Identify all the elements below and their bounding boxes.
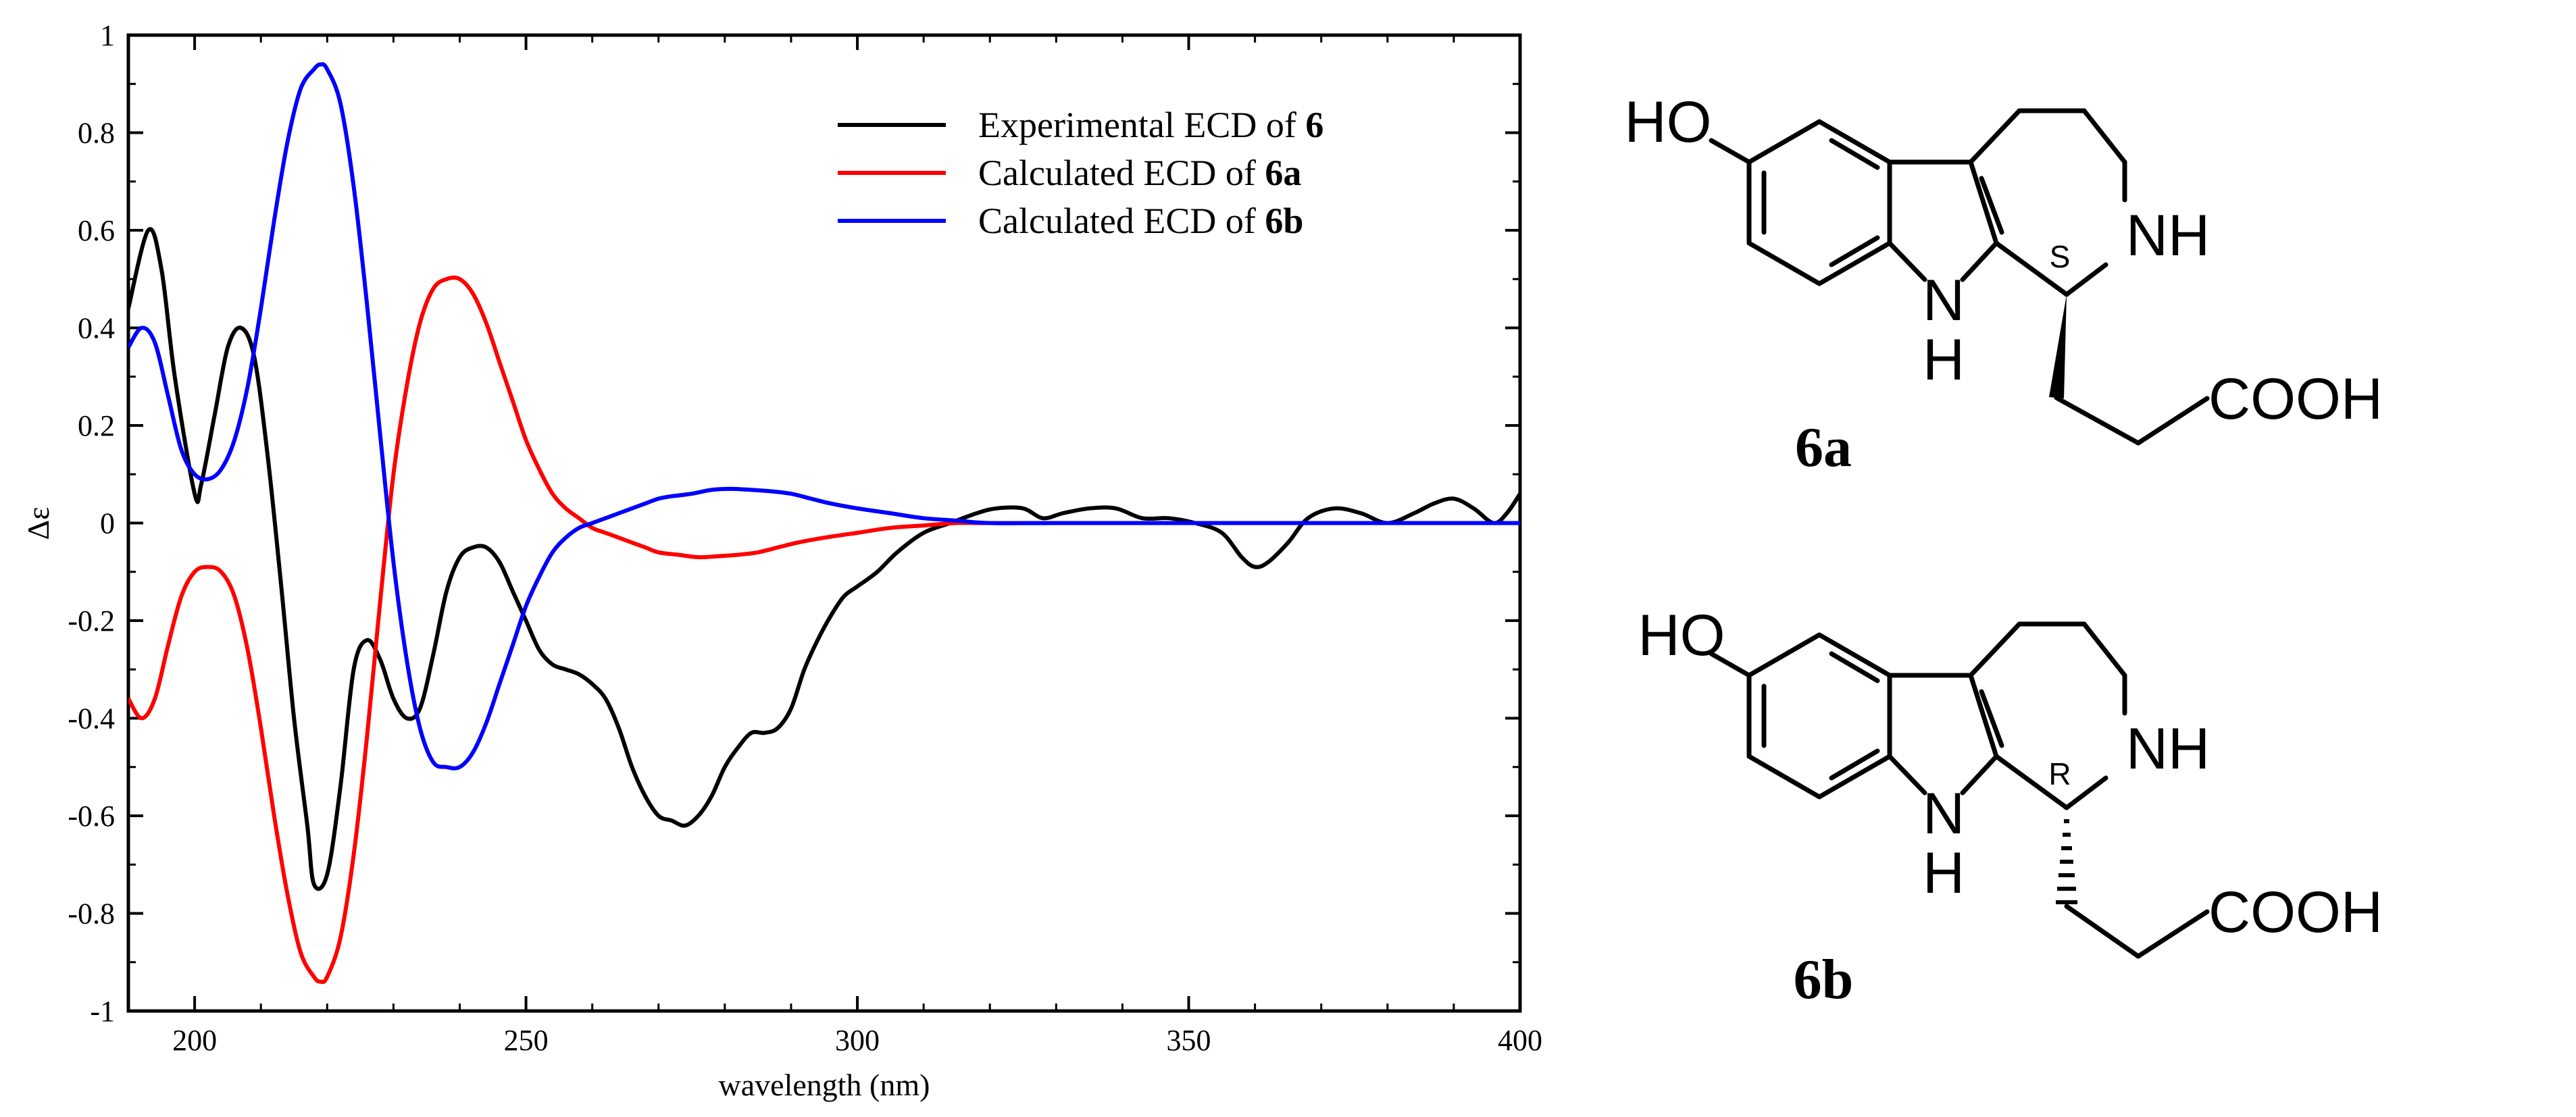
y-tick-label: -1 [90,995,115,1028]
hash-bond [2056,819,2077,904]
x-tick-label: 300 [835,1024,880,1057]
y-tick-label: 1 [100,19,115,52]
structure-6b-stereo-label: R [2048,756,2071,791]
legend-label-calculated-6b: Calculated ECD of 6b [978,201,1303,241]
series-line-calculated-6a [128,275,1520,985]
x-tick-label: 250 [504,1024,549,1057]
legend-label-experimental: Experimental ECD of 6 [978,105,1323,145]
structure-6a-stereo-label: S [2050,239,2071,274]
structure-6b-ho: HO [1638,603,1725,668]
structure-6a-bonds [1709,108,2210,446]
y-tick-label: 0.8 [78,117,115,150]
structure-6a-nh: NH [2126,203,2210,268]
x-tick-label: 200 [172,1024,217,1057]
x-tick-label: 350 [1167,1024,1211,1057]
series-layer [128,62,1520,985]
structure-6b-bonds [1709,621,2210,959]
legend-label-calculated-6a: Calculated ECD of 6a [978,153,1301,193]
y-axis-title: Δε [21,507,55,540]
structure-6b-acid: COOH [2208,880,2383,945]
y-tick-label: -0.8 [68,898,115,931]
y-tick-label: -0.6 [68,800,115,833]
structure-6b-indole-n: N [1923,781,1965,846]
structure-6a-ho: HO [1625,90,1712,155]
legend: Experimental ECD of 6 Calculated ECD of … [838,105,1323,241]
wedge-bond [2049,294,2067,398]
x-axis-title: wavelength (nm) [719,1068,930,1102]
x-tick-label: 400 [1498,1024,1542,1057]
structure-6b-indole-h: H [1923,841,1965,906]
structure-6a-indole-h: H [1923,328,1965,392]
structure-6b-label: 6b [1794,948,1854,1011]
structure-6b-nh: NH [2126,717,2210,781]
tick-labels-layer: 200 250 300 350 400 1 0.8 0.6 0.4 0.2 0 -0.2 -0.4 -0.… [68,19,1542,1057]
structure-6a-indole-n: N [1923,268,1965,333]
series-line-experimental [128,227,1520,891]
structure-6a: HO NH N H S COOH 6a [1625,90,2383,479]
series-line-calculated-6b [128,62,1520,771]
y-tick-label: -0.4 [68,702,115,735]
structure-6a-label: 6a [1795,416,1852,479]
y-tick-label: -0.2 [68,604,115,638]
structure-6b: HO NH N H R COOH 6b [1638,603,2383,1011]
y-tick-label: 0.6 [78,214,115,247]
y-tick-label: 0.4 [78,312,115,345]
structure-6a-acid: COOH [2208,367,2383,432]
y-tick-label: 0 [100,507,115,540]
y-tick-label: 0.2 [78,409,115,442]
